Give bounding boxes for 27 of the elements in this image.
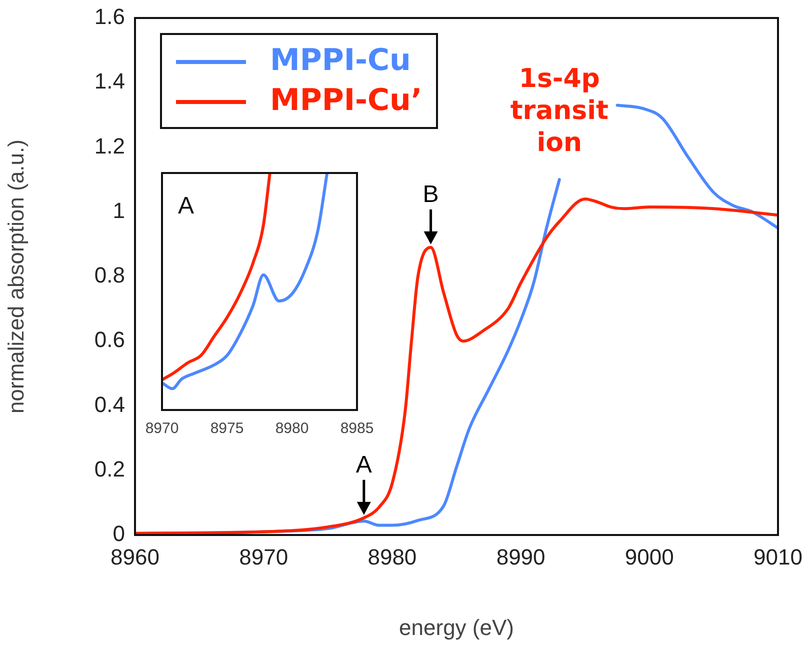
y-tick-label: 0.4: [94, 392, 125, 417]
x-tick-label: 8975: [210, 420, 244, 438]
legend-label: MPPI-Cu’: [270, 83, 422, 118]
annotation: A: [178, 192, 194, 220]
annotation: B: [422, 181, 439, 208]
x-tick-label: 8960: [110, 544, 160, 570]
y-tick-label: 1: [112, 198, 125, 223]
x-tick-label: 8970: [145, 420, 179, 438]
y-tick-label: 1.2: [94, 133, 125, 158]
x-tick-label: 8980: [275, 420, 309, 438]
x-tick-label: 8970: [239, 544, 288, 570]
x-tick-label: 9000: [624, 544, 674, 570]
y-tick-label: 0: [112, 521, 125, 546]
y-axis-title: normalized absorption (a.u.): [3, 140, 28, 414]
annotation: A: [356, 452, 372, 478]
y-tick-label: 0.8: [94, 262, 125, 288]
x-tick-label: 8980: [368, 544, 417, 570]
y-tick-label: 0.6: [94, 327, 125, 352]
x-tick-label: 9010: [754, 544, 802, 570]
y-tick-label: 1.4: [94, 68, 125, 94]
x-tick-label: 8985: [340, 420, 374, 438]
y-tick-label: 0.2: [94, 456, 125, 482]
y-tick-label: 1.6: [94, 4, 125, 30]
x-axis-title: energy (eV): [399, 614, 514, 640]
annotation: 1s-4p transit ion: [510, 64, 608, 158]
x-tick-label: 8990: [496, 544, 546, 570]
legend-label: MPPI-Cu: [270, 43, 411, 78]
